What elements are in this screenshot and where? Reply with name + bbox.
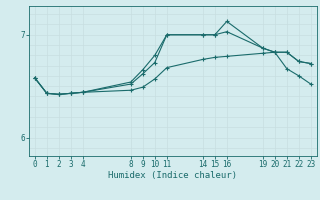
X-axis label: Humidex (Indice chaleur): Humidex (Indice chaleur) (108, 171, 237, 180)
